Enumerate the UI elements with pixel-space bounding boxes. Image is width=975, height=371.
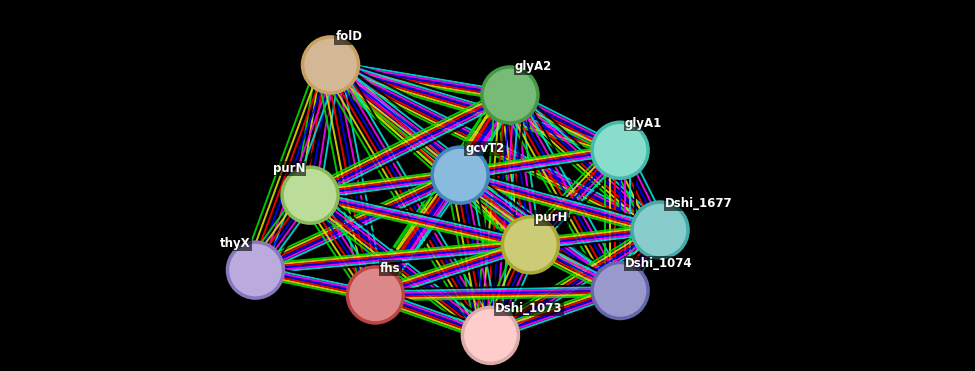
Text: Dshi_1677: Dshi_1677 <box>665 197 732 210</box>
Circle shape <box>482 67 538 123</box>
Circle shape <box>347 267 404 323</box>
Text: Dshi_1073: Dshi_1073 <box>495 302 563 315</box>
Circle shape <box>282 167 338 223</box>
Text: glyA2: glyA2 <box>515 60 552 73</box>
Text: purH: purH <box>535 211 567 224</box>
Text: gcvT2: gcvT2 <box>465 142 504 155</box>
Text: purN: purN <box>273 162 305 175</box>
Text: glyA1: glyA1 <box>625 117 662 130</box>
Circle shape <box>302 37 359 93</box>
Circle shape <box>462 308 519 363</box>
Circle shape <box>592 122 648 178</box>
Circle shape <box>632 202 688 258</box>
Text: thyX: thyX <box>220 237 251 250</box>
Text: folD: folD <box>335 30 363 43</box>
Circle shape <box>227 242 284 298</box>
Text: fhs: fhs <box>380 262 401 275</box>
Circle shape <box>592 263 648 318</box>
Circle shape <box>432 147 488 203</box>
Text: Dshi_1074: Dshi_1074 <box>625 257 692 270</box>
Circle shape <box>502 217 559 273</box>
